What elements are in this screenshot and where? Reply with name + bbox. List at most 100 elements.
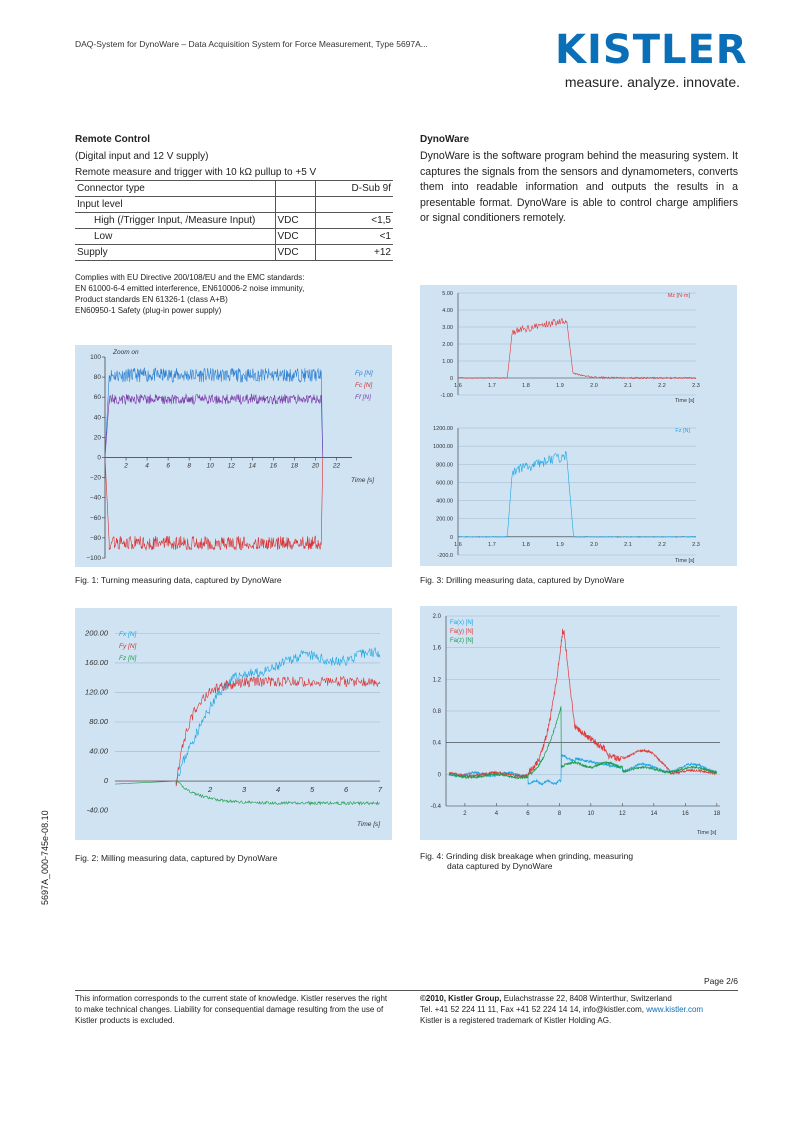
fig1-x-tick-label: 10 bbox=[207, 463, 215, 470]
fig3b-y-tick-label: 400.00 bbox=[436, 499, 453, 505]
fig3a-x-tick-label: 2.3 bbox=[692, 383, 700, 389]
compliance-line: Complies with EU Directive 200/108/EU an… bbox=[75, 273, 305, 282]
fig1-legend-entry: Fp [N] bbox=[355, 370, 373, 377]
fig2-y-tick-label: 80.00 bbox=[89, 717, 109, 726]
fig1-x-tick-label: 14 bbox=[249, 463, 257, 470]
fig3b-x-tick-label: 1.7 bbox=[488, 542, 496, 548]
fig3a-x-tick-label: 2.2 bbox=[658, 383, 666, 389]
remote-control-spec-table: Connector type D-Sub 9f Input level High (/… bbox=[75, 180, 393, 261]
fig1-y-tick-label: 20 bbox=[94, 434, 102, 441]
page-number: Page 2/6 bbox=[703, 976, 738, 986]
fig3-caption: Fig. 3: Drilling measuring data, capture… bbox=[420, 575, 625, 585]
fig3a-series-label: Mz [N·m] bbox=[668, 293, 691, 299]
fig3a-x-tick-label: 1.8 bbox=[522, 383, 530, 389]
fig4-y-tick-label: 0.8 bbox=[433, 709, 442, 715]
spec-row: Input level bbox=[75, 196, 393, 213]
spec-label: Input level bbox=[75, 196, 275, 213]
logo-tagline: measure. analyze. innovate. bbox=[564, 74, 740, 90]
fig4-y-tick-label: -0.4 bbox=[431, 804, 442, 810]
fig4-series-line bbox=[448, 628, 717, 779]
fig3b-series-label: Fz [N] bbox=[675, 428, 690, 434]
fig3a-x-tick-label: 1.7 bbox=[488, 383, 496, 389]
fig3a-series-line bbox=[457, 317, 697, 380]
fig2-y-tick-label: 0 bbox=[104, 776, 109, 785]
fig3a-x-label: Time [s] bbox=[675, 398, 695, 404]
fig4-x-tick-label: 18 bbox=[714, 811, 721, 817]
fig3b-y-tick-label: 1200.00 bbox=[433, 426, 453, 432]
fig1-y-tick-label: −60 bbox=[90, 515, 101, 522]
fig2-legend-entry: Fz [N] bbox=[119, 655, 137, 662]
fig4-chart-svg: 2.0 1.6 1.2 0.8 0.4 0 -0.4 2 4 6 8 10 12 14 16 18 Time [… bbox=[431, 614, 721, 836]
footer-website-link[interactable]: www.kistler.com bbox=[643, 1005, 704, 1014]
footer-address: Eulachstrasse 22, 8408 Winterthur, Switz… bbox=[501, 994, 672, 1003]
fig2-x-tick-label: 2 bbox=[207, 785, 213, 794]
fig3b-y-tick-label: 800.00 bbox=[436, 462, 453, 468]
fig4-x-tick-label: 8 bbox=[558, 811, 562, 817]
fig3b-series-line bbox=[457, 450, 697, 538]
fig1-x-tick-label: 6 bbox=[166, 463, 170, 470]
spec-label: Connector type bbox=[75, 180, 275, 197]
fig3a-y-tick-label: -1.00 bbox=[440, 393, 453, 399]
fig1-caption: Fig. 1: Turning measuring data, captured… bbox=[75, 575, 282, 585]
footer-copyright: ©2010, Kistler Group, bbox=[420, 994, 502, 1003]
compliance-line: EN60950-1 Safety (plug-in power supply) bbox=[75, 306, 222, 315]
fig2-legend-entry: Fx [N] bbox=[119, 631, 137, 638]
fig3a-x-tick-label: 2.0 bbox=[590, 383, 598, 389]
compliance-text: Complies with EU Directive 200/108/EU an… bbox=[75, 272, 375, 316]
fig3b-x-tick-label: 1.8 bbox=[522, 542, 530, 548]
spec-unit: VDC bbox=[274, 244, 315, 261]
spec-value bbox=[314, 196, 393, 213]
fig4-x-tick-label: 2 bbox=[463, 811, 467, 817]
fig2-legend-entry: Fy [N] bbox=[119, 643, 137, 650]
fig4-caption-line2: data captured by DynoWare bbox=[447, 861, 553, 871]
fig2-y-tick-label: 40.00 bbox=[89, 747, 109, 756]
spec-row: Connector type D-Sub 9f bbox=[75, 180, 393, 197]
fig2-x-label: Time [s] bbox=[357, 821, 380, 828]
footer-trademark: Kistler is a registered trademark of Kis… bbox=[420, 1016, 612, 1025]
compliance-line: Product standards EN 61326-1 (class A+B) bbox=[75, 295, 228, 304]
fig1-y-tick-label: −40 bbox=[90, 495, 101, 502]
fig4-y-tick-label: 1.2 bbox=[433, 677, 442, 683]
fig2-x-tick-label: 3 bbox=[242, 785, 247, 794]
fig4-x-label: Time [s] bbox=[697, 830, 717, 836]
fig3b-x-tick-label: 2.2 bbox=[658, 542, 666, 548]
fig1-y-tick-label: −100 bbox=[86, 555, 101, 562]
fig4-caption-line1: Fig. 4: Grinding disk breakage when grin… bbox=[420, 851, 634, 861]
fig1-x-tick-label: 20 bbox=[311, 463, 320, 470]
fig3a-y-tick-label: 1.00 bbox=[442, 359, 453, 365]
spec-unit bbox=[274, 196, 315, 213]
fig3b-y-tick-label: 0 bbox=[450, 535, 453, 541]
fig1-x-tick-label: 8 bbox=[187, 463, 191, 470]
fig3-drilling-chart: 5.00 4.00 3.00 2.00 1.00 0 -1.00 1.6 1.7 1.8 1.9 2.… bbox=[420, 285, 737, 566]
fig2-x-tick-label: 5 bbox=[310, 785, 315, 794]
footer-contact: ©2010, Kistler Group, Eulachstrasse 22, … bbox=[420, 993, 740, 1026]
footer-disclaimer: This information corresponds to the curr… bbox=[75, 994, 388, 1025]
fig3a-y-tick-label: 2.00 bbox=[442, 342, 453, 348]
spec-value: D-Sub 9f bbox=[314, 180, 393, 197]
fig4-x-tick-label: 14 bbox=[651, 811, 658, 817]
fig3b-x-label: Time [s] bbox=[675, 558, 695, 564]
remote-control-title: Remote Control bbox=[75, 134, 150, 145]
fig1-y-tick-label: 60 bbox=[94, 394, 102, 401]
fig3b-x-tick-label: 2.3 bbox=[692, 542, 700, 548]
fig3a-x-tick-label: 1.9 bbox=[556, 383, 564, 389]
fig1-y-tick-label: 0 bbox=[97, 455, 101, 462]
remote-control-subtitle: (Digital input and 12 V supply) bbox=[75, 151, 209, 162]
fig3a-y-tick-label: 5.00 bbox=[442, 291, 453, 297]
fig1-y-tick-label: 40 bbox=[94, 414, 102, 421]
fig4-legend-entry: Fa(z) [N] bbox=[450, 638, 474, 644]
dynoware-description: DynoWare is the software program behind … bbox=[420, 150, 738, 224]
fig3a-x-tick-label: 2.1 bbox=[624, 383, 632, 389]
spec-row: Low VDC <1 bbox=[75, 228, 393, 245]
fig2-chart-svg: 200.00 160.00 120.00 80.00 40.00 0 -40.00 2 3 4 5 6… bbox=[84, 628, 383, 828]
fig3b-x-tick-label: 2.1 bbox=[624, 542, 632, 548]
fig1-x-tick-label: 16 bbox=[270, 463, 278, 470]
document-header-title: DAQ-System for DynoWare – Data Acquisiti… bbox=[75, 39, 428, 49]
fig2-x-tick-label: 4 bbox=[276, 785, 280, 794]
fig4-y-tick-label: 2.0 bbox=[433, 614, 442, 620]
fig4-x-tick-label: 10 bbox=[588, 811, 595, 817]
fig1-x-tick-label: 22 bbox=[332, 463, 341, 470]
fig3b-y-tick-label: 1000.00 bbox=[433, 444, 453, 450]
footer-divider bbox=[75, 990, 738, 991]
fig2-milling-chart: 200.00 160.00 120.00 80.00 40.00 0 -40.00 2 3 4 5 6… bbox=[75, 608, 392, 840]
